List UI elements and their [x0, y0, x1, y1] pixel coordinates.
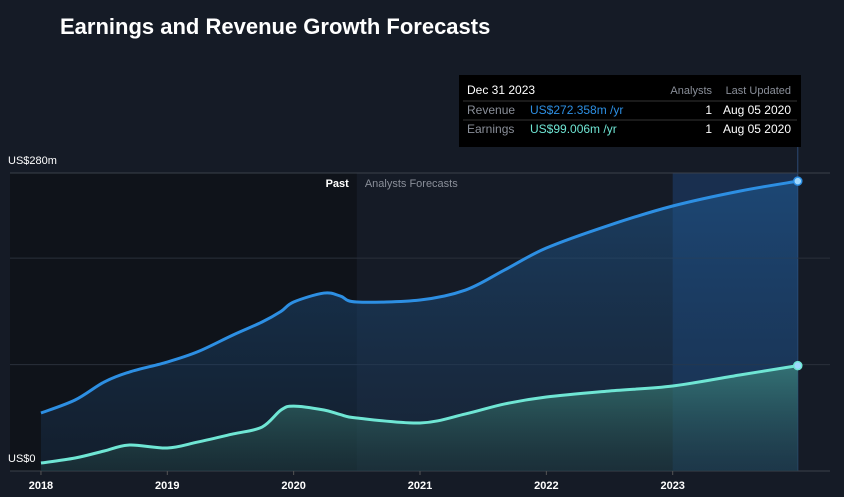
series-line [40, 364, 799, 465]
tooltip-updated: Aug 05 2020 [723, 122, 791, 136]
x-tick-label: 2023 [660, 480, 684, 492]
chart-title: Earnings and Revenue Growth Forecasts [60, 14, 490, 39]
tooltip-date: Dec 31 2023 [467, 83, 535, 97]
series-line [40, 179, 799, 415]
x-tick-label: 2021 [408, 480, 432, 492]
forecast-label: Analysts Forecasts [365, 178, 458, 190]
x-tick-label: 2019 [155, 480, 179, 492]
tooltip-value: US$99.006m /yr [530, 122, 617, 136]
y-tick-label: US$280m [8, 155, 57, 167]
x-tick-label: 2022 [534, 480, 558, 492]
y-tick-label: US$0 [8, 453, 36, 465]
tooltip-header: Last Updated [726, 85, 791, 97]
past-label: Past [326, 178, 350, 190]
end-point [793, 360, 803, 371]
end-point [793, 176, 803, 186]
tooltip-series-name: Earnings [467, 122, 514, 136]
tooltip-series-name: Revenue [467, 103, 515, 117]
tooltip-analysts: 1 [705, 122, 712, 136]
tooltip-analysts: 1 [705, 103, 712, 117]
tooltip: Dec 31 2023 Analysts Last Updated Revenu… [459, 75, 801, 147]
tooltip-updated: Aug 05 2020 [723, 103, 791, 117]
tooltip-box [459, 75, 801, 147]
x-tick-label: 2018 [29, 480, 53, 492]
tooltip-header: Analysts [670, 85, 712, 97]
x-tick-label: 2020 [281, 480, 305, 492]
tooltip-value: US$272.358m /yr [530, 103, 623, 117]
